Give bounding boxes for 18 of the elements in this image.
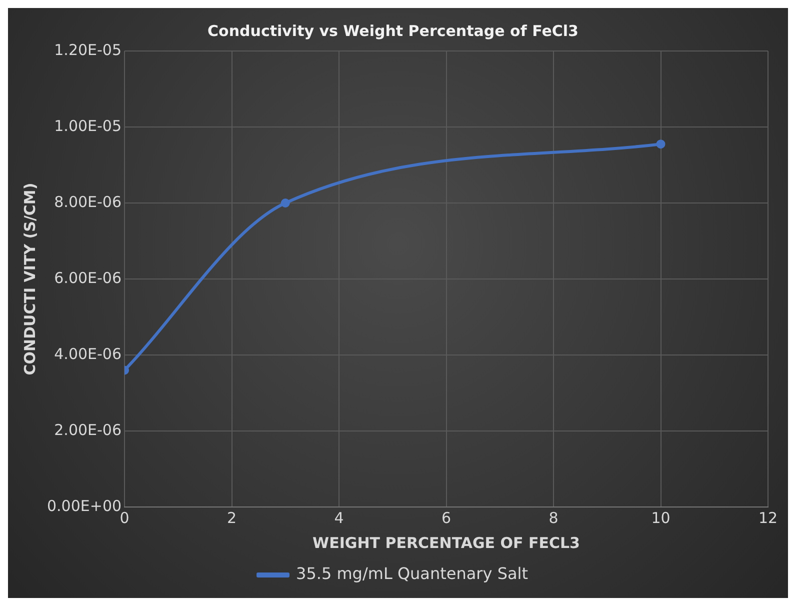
x-axis-title: WEIGHT PERCENTAGE OF FECL3 (312, 534, 580, 552)
y-tick-label: 1.20E-05 (54, 40, 122, 59)
y-tick-label: 1.00E-05 (54, 116, 122, 135)
x-tick-label: 6 (441, 508, 452, 527)
y-tick-label: 4.00E-06 (54, 344, 122, 363)
y-tick-label: 6.00E-06 (54, 268, 122, 287)
chart-title: Conductivity vs Weight Percentage of FeCl3 (208, 22, 578, 40)
y-tick-label: 2.00E-06 (54, 420, 122, 439)
x-tick-label: 12 (758, 508, 778, 527)
x-tick-label: 2 (227, 508, 237, 527)
x-tick-label: 10 (651, 508, 670, 527)
y-tick-label: 0.00E+00 (47, 496, 122, 515)
legend-label: 35.5 mg/mL Quantenary Salt (296, 564, 528, 584)
y-axis-title: CONDUCTI VITY (S/CM) (20, 182, 39, 376)
x-tick-label: 8 (548, 508, 558, 527)
y-tick-label: 8.00E-06 (54, 192, 122, 211)
x-tick-label: 0 (120, 508, 130, 527)
x-tick-label: 4 (334, 508, 344, 527)
